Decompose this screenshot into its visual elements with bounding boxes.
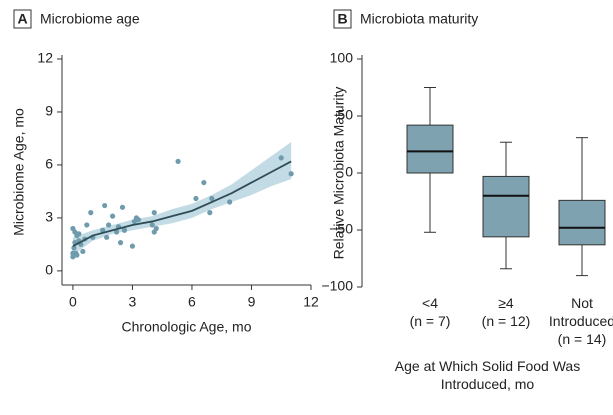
y-axis-label: Microbiome Age, mo <box>11 108 27 236</box>
y-tick-label: 3 <box>45 209 53 225</box>
category-label: Not Introduced (n = 14) <box>542 294 613 348</box>
y-axis-label: Relative Microbiota Maturity <box>331 87 347 260</box>
data-point <box>71 245 77 251</box>
data-point <box>113 229 120 235</box>
box-plot <box>558 137 606 277</box>
data-point <box>209 195 215 202</box>
panel-title: Microbiome age <box>40 11 140 27</box>
data-point <box>109 213 116 219</box>
y-tick-label: 6 <box>45 156 53 172</box>
x-tick-label: 12 <box>303 294 319 310</box>
y-tick-label: 12 <box>37 50 53 66</box>
x-tick-label: 3 <box>129 294 137 310</box>
data-point <box>121 227 128 233</box>
data-point <box>106 222 112 228</box>
y-tick-label: −50 <box>329 221 353 237</box>
data-point <box>104 234 110 240</box>
category-label: <4 (n = 7) <box>390 294 470 330</box>
data-point <box>227 199 233 205</box>
y-tick-label: 9 <box>45 103 53 119</box>
data-point <box>70 254 76 260</box>
data-point <box>149 222 155 228</box>
category-n: (n = 14) <box>557 331 607 347</box>
category-name: <4 <box>422 295 438 311</box>
box <box>406 124 454 174</box>
y-tick-label: 0 <box>45 262 53 278</box>
y-tick-label: 100 <box>330 50 354 66</box>
panel-letter: A <box>17 11 27 27</box>
data-point <box>175 158 181 165</box>
x-tick-label: 0 <box>69 294 77 310</box>
category-name: ≥4 <box>498 295 514 311</box>
category-n: (n = 12) <box>481 313 531 329</box>
data-point <box>201 179 207 186</box>
data-point <box>193 195 199 202</box>
fit-line <box>72 160 292 247</box>
category-name: Not Introduced <box>548 295 613 329</box>
data-point <box>207 210 213 216</box>
data-point <box>151 210 157 216</box>
data-point <box>80 248 86 255</box>
data-point <box>88 210 94 216</box>
data-point <box>135 217 141 223</box>
y-tick-label: 50 <box>337 107 353 123</box>
category-n: (n = 7) <box>409 313 451 329</box>
data-point <box>288 171 294 177</box>
data-point <box>74 252 80 258</box>
panel-letter-box <box>333 9 352 29</box>
category-label: ≥4 (n = 12) <box>466 294 546 330</box>
data-point <box>129 243 136 249</box>
data-point <box>153 225 159 232</box>
x-axis-label: Age at Which Solid Food Was Introduced, … <box>394 358 581 392</box>
y-tick-label: −100 <box>321 278 353 294</box>
data-point <box>76 231 82 237</box>
data-point <box>100 227 106 233</box>
panel-title: Microbiota maturity <box>360 11 478 27</box>
panel-letter: B <box>337 11 347 27</box>
y-tick-label: 0 <box>345 164 353 180</box>
box-plot <box>406 87 454 233</box>
x-tick-label: 9 <box>248 294 256 310</box>
x-tick-label: 6 <box>188 294 196 310</box>
data-point <box>84 222 90 228</box>
data-point <box>117 240 124 246</box>
box <box>482 175 530 238</box>
box-plot <box>482 141 530 270</box>
data-point <box>119 204 126 210</box>
data-point <box>278 155 284 161</box>
data-point <box>102 202 108 209</box>
box <box>558 199 606 246</box>
x-axis-label: Chronologic Age, mo <box>122 319 252 335</box>
panel-letter-box <box>13 9 32 29</box>
